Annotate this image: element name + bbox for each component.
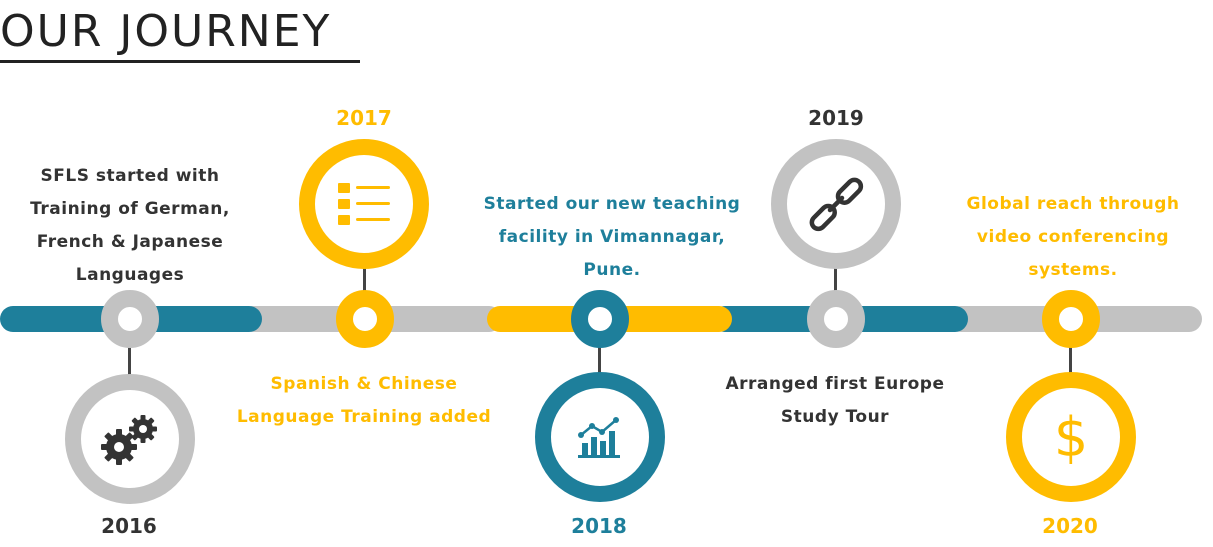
- milestone-ring-2018: [535, 372, 665, 502]
- milestone-description-2020: Global reach through video conferencing …: [966, 194, 1180, 280]
- timeline-node-2020: [1042, 290, 1100, 348]
- connector-line: [834, 266, 837, 294]
- milestone-description-2019: Arranged first Europe Study Tour: [725, 374, 945, 427]
- milestone-year-2018: 2018: [571, 514, 627, 538]
- milestone-ring-2019: [771, 139, 901, 269]
- milestone-description-2018: Started our new teaching facility in Vim…: [483, 194, 741, 280]
- link-icon: [809, 177, 864, 232]
- svg-text:$: $: [1054, 406, 1088, 468]
- timeline-node-2018: [571, 290, 629, 348]
- bar-chart-icon: [578, 417, 620, 458]
- connector-line: [1069, 346, 1072, 374]
- connector-line: [128, 346, 131, 376]
- connector-line: [363, 266, 366, 294]
- milestone-ring-2016: [65, 374, 195, 504]
- timeline-node-2017: [336, 290, 394, 348]
- milestone-year-2016: 2016: [101, 514, 157, 538]
- milestone-description-2016: SFLS started with Training of German, Fr…: [30, 166, 230, 285]
- milestone-ring-2020: $: [1006, 372, 1136, 502]
- page-title: OUR JOURNEY: [0, 6, 332, 57]
- milestone-year-2017: 2017: [336, 106, 392, 130]
- connector-line: [598, 346, 601, 374]
- milestone-ring-2017: [299, 139, 429, 269]
- timeline-node-2016: [101, 290, 159, 348]
- timeline-node-2019: [807, 290, 865, 348]
- gears-icon: [101, 415, 157, 465]
- title-underline: [0, 60, 360, 63]
- milestone-description-2017: Spanish & Chinese Language Training adde…: [236, 374, 492, 427]
- milestone-year-2019: 2019: [808, 106, 864, 130]
- milestone-year-2020: 2020: [1042, 514, 1098, 538]
- list-icon: [338, 183, 390, 225]
- dollar-icon: $: [1054, 406, 1088, 468]
